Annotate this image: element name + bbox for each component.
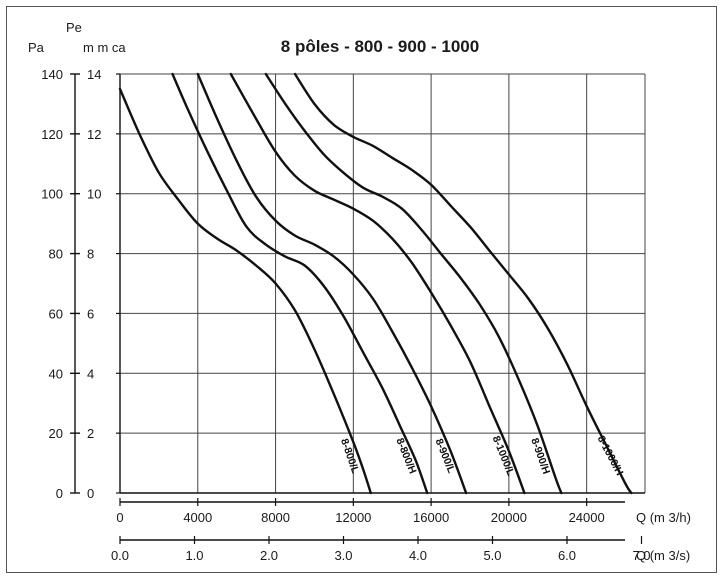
y-mmca-tick-label: 4: [87, 366, 94, 381]
x-m3s-tick-label: 4.0: [409, 548, 427, 563]
y-axis-label-pa: Pa: [28, 40, 45, 55]
curve-label: 8-1000/H: [595, 434, 626, 478]
curve-81000l: [229, 72, 526, 495]
x-m3s-tick-label: 6.0: [558, 548, 576, 563]
x-m3h-tick-label: 16000: [413, 510, 449, 525]
axes: [70, 73, 645, 544]
y-mmca-tick-label: 0: [87, 486, 94, 501]
y-pa-tick-label: 0: [56, 486, 63, 501]
curve-8800l: [118, 87, 372, 495]
x-axis-label-m3s: Q (m 3/s): [636, 548, 690, 563]
chart-frame: [6, 6, 717, 573]
curves: [118, 72, 633, 495]
x-m3h-tick-label: 0: [116, 510, 123, 525]
chart-title: 8 pôles - 800 - 900 - 1000: [281, 37, 479, 56]
curve-8800h: [171, 72, 429, 495]
x-m3s-tick-label: 3.0: [334, 548, 352, 563]
curve-label: 8-1000/L: [490, 434, 517, 478]
curve-8900h: [264, 72, 563, 495]
y-mmca-tick-label: 6: [87, 306, 94, 321]
curve-8900l: [196, 72, 468, 495]
x-m3s-tick-label: 0.0: [111, 548, 129, 563]
x-m3h-tick-label: 20000: [491, 510, 527, 525]
x-m3h-tick-label: 8000: [261, 510, 290, 525]
y-mmca-tick-label: 2: [87, 426, 94, 441]
y-mmca-tick-label: 8: [87, 247, 94, 262]
x-m3h-tick-label: 24000: [569, 510, 605, 525]
y-pa-tick-label: 140: [41, 67, 63, 82]
curve-81000h: [293, 72, 633, 495]
curve-labels: 8-800/L 8-800/H 8-900/L 8-1000/L 8-900/H 8-10…: [338, 434, 625, 478]
y-mmca-tick-label: 12: [87, 127, 101, 142]
x-m3h-tick-label: 12000: [335, 510, 371, 525]
y-pa-tick-label: 120: [41, 127, 63, 142]
grid: [120, 73, 646, 493]
y-axis-label-pe: Pe: [66, 20, 82, 35]
y-pa-tick-label: 100: [41, 187, 63, 202]
x-axis-label-m3h: Q (m 3/h): [636, 510, 691, 525]
y-axis-label-mmca: m m ca: [83, 40, 126, 55]
x-m3s-tick-label: 7.0: [632, 548, 650, 563]
x-m3s-tick-label: 2.0: [260, 548, 278, 563]
x-m3h-tick-label: 4000: [183, 510, 212, 525]
x-m3s-tick-label: 5.0: [483, 548, 501, 563]
y-pa-tick-label: 20: [49, 426, 63, 441]
y-pa-tick-label: 80: [49, 247, 63, 262]
x-m3s-tick-label: 1.0: [185, 548, 203, 563]
y-pa-tick-label: 60: [49, 306, 63, 321]
y-mmca-tick-label: 10: [87, 187, 101, 202]
y-mmca-tick-label: 14: [87, 67, 101, 82]
y-pa-tick-label: 40: [49, 366, 63, 381]
